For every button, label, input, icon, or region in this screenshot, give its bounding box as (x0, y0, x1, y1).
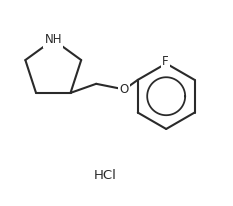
Text: F: F (162, 55, 168, 68)
Text: O: O (120, 83, 129, 96)
Text: NH: NH (45, 33, 62, 46)
Text: HCl: HCl (94, 169, 117, 182)
